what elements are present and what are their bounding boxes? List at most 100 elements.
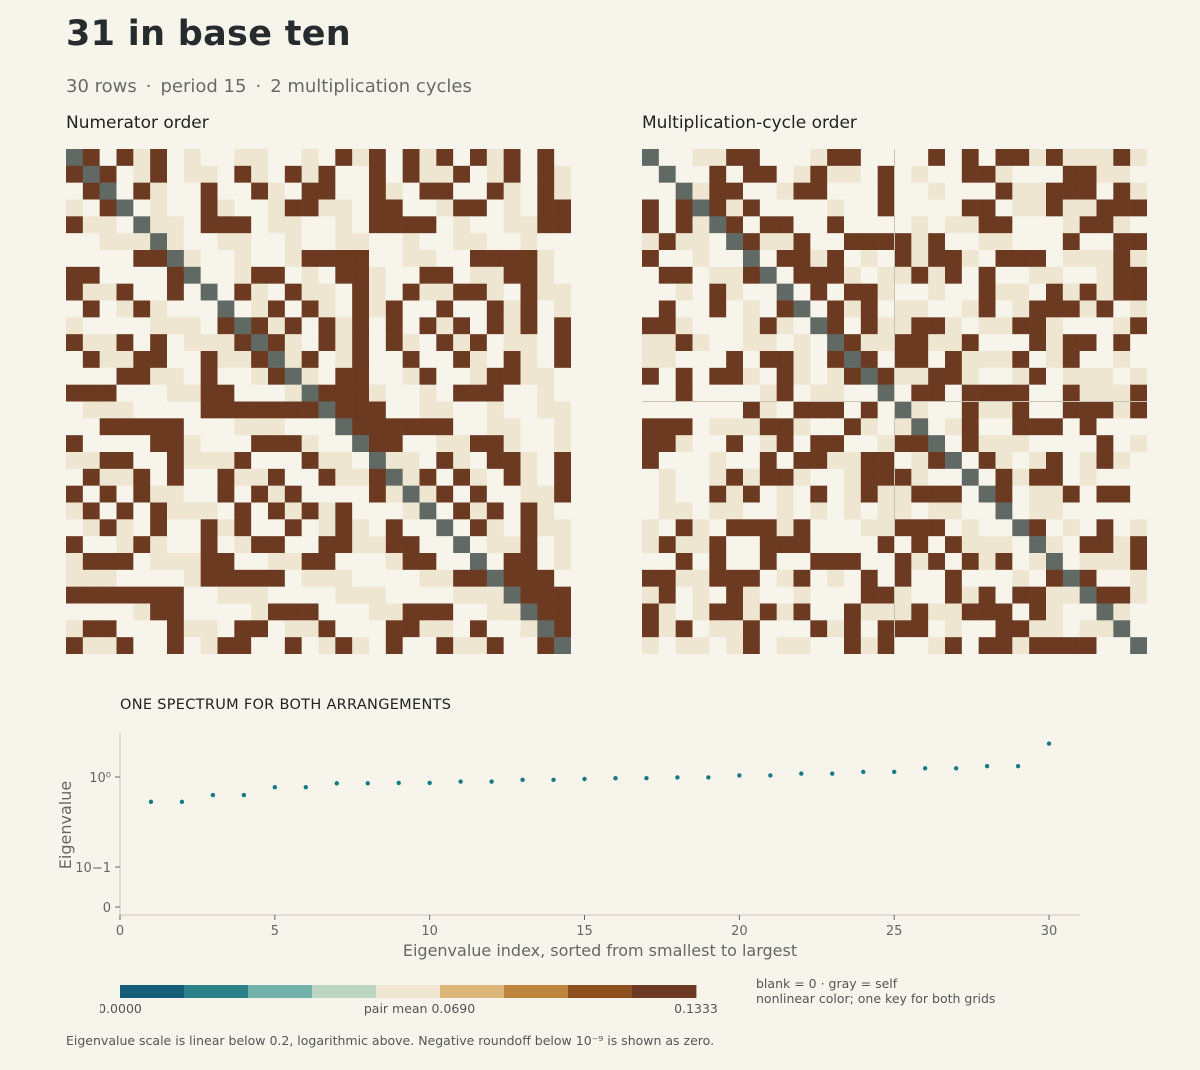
- grid-cell: [945, 553, 963, 571]
- grid-cell: [470, 351, 488, 369]
- grid-cell: [860, 233, 878, 251]
- grid-cell: [844, 603, 862, 621]
- color-key-swatch: [376, 985, 441, 998]
- grid-cell: [419, 435, 437, 453]
- grid-cell: [961, 452, 979, 470]
- grid-cell: [1046, 182, 1064, 200]
- grid-cell: [520, 367, 538, 385]
- grid-cell: [1046, 266, 1064, 284]
- grid-cell: [554, 199, 571, 217]
- grid-cell: [369, 553, 387, 571]
- grid-cell: [66, 300, 84, 318]
- grid-cell-self: [1096, 603, 1114, 621]
- grid-cell: [894, 367, 912, 385]
- eigenvalue-point: [303, 785, 309, 790]
- grid-cell: [183, 603, 201, 621]
- grid-cell: [352, 199, 370, 217]
- grid-cell: [520, 384, 538, 402]
- grid-cell: [945, 401, 963, 419]
- grid-cell: [167, 149, 185, 167]
- grid-cell: [436, 620, 454, 638]
- grid-cell: [251, 401, 269, 419]
- grid-cell: [877, 317, 895, 335]
- grid-cell-self: [709, 216, 727, 234]
- grid-cell: [1062, 317, 1080, 335]
- grid-cell: [352, 452, 370, 470]
- grid-cell: [1029, 502, 1047, 520]
- grid-cell: [453, 485, 471, 503]
- grid-cell: [827, 317, 845, 335]
- grid-cell: [1096, 502, 1114, 520]
- grid-cell: [844, 401, 862, 419]
- grid-cell: [1130, 384, 1147, 402]
- grid-cell: [436, 401, 454, 419]
- grid-cell: [520, 266, 538, 284]
- grid-cell: [503, 216, 521, 234]
- grid-cell: [537, 519, 555, 537]
- grid-cell: [251, 216, 269, 234]
- grid-cell: [793, 250, 811, 268]
- grid-cell: [1113, 250, 1131, 268]
- grid-cell: [1046, 199, 1064, 217]
- grid-cell: [978, 401, 996, 419]
- grid-cell: [961, 283, 979, 301]
- grid-cell: [183, 536, 201, 554]
- grid-cell-self: [453, 536, 471, 554]
- grid-cell: [183, 519, 201, 537]
- grid-cell: [385, 637, 403, 654]
- grid-cell: [810, 149, 828, 167]
- grid-cell: [1113, 182, 1131, 200]
- grid-cell: [860, 502, 878, 520]
- grid-cell: [234, 502, 252, 520]
- grid-cell: [1130, 435, 1147, 453]
- grid-cell: [1096, 367, 1114, 385]
- grid-cell: [961, 300, 979, 318]
- grid-cell: [1012, 367, 1030, 385]
- grid-cell: [268, 199, 286, 217]
- grid-cell: [844, 620, 862, 638]
- grid-cell: [200, 620, 218, 638]
- grid-cell: [1029, 266, 1047, 284]
- grid-cell: [99, 536, 117, 554]
- grid-cell: [183, 384, 201, 402]
- grid-cell: [844, 553, 862, 571]
- eigenvalue-point: [675, 775, 680, 780]
- grid-cell: [658, 502, 676, 520]
- grid-cell: [268, 182, 286, 200]
- grid-cell: [827, 165, 845, 183]
- grid-cell: [1079, 553, 1097, 571]
- grid-cell: [978, 384, 996, 402]
- grid-cell: [995, 266, 1013, 284]
- grid-cell: [554, 165, 571, 183]
- grid-cell: [66, 502, 84, 520]
- grid-cell: [995, 586, 1013, 604]
- grid-cell: [453, 165, 471, 183]
- grid-cell: [402, 317, 420, 335]
- grid-cell: [1113, 553, 1131, 571]
- grid-cell: [234, 199, 252, 217]
- grid-cell: [301, 519, 319, 537]
- grid-cell: [520, 233, 538, 251]
- grid-cell: [318, 603, 336, 621]
- x-axis-label: Eigenvalue index, sorted from smallest t…: [403, 941, 797, 960]
- grid-cell: [759, 401, 777, 419]
- grid-cell: [251, 300, 269, 318]
- grid-cell: [503, 418, 521, 436]
- grid-cell: [743, 603, 761, 621]
- grid-cell: [419, 351, 437, 369]
- grid-cell: [978, 603, 996, 621]
- grid-cell: [150, 519, 168, 537]
- grid-cell: [1012, 266, 1030, 284]
- grid-cell: [1062, 586, 1080, 604]
- grid-cell: [183, 468, 201, 486]
- grid-cell: [877, 165, 895, 183]
- grid-cell: [961, 233, 979, 251]
- grid-cell: [1029, 250, 1047, 268]
- grid-cell: [1130, 216, 1147, 234]
- grid-cell: [709, 553, 727, 571]
- grid-cell: [743, 233, 761, 251]
- grid-cell: [116, 149, 134, 167]
- grid-cell: [1029, 233, 1047, 251]
- grid-cell-self: [793, 300, 811, 318]
- grid-cell: [692, 266, 710, 284]
